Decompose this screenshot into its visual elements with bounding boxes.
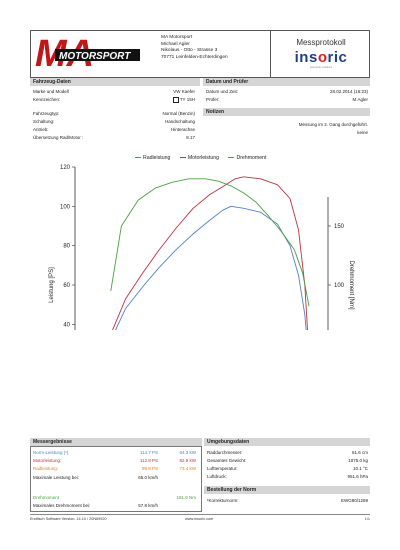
env-label: Raddurchmesser: [207,450,243,455]
vehicle-value: Handschaltung [164,119,195,124]
section-norm-title: Bestellung der Norm [204,486,370,494]
y-tick-label: 60 [63,283,70,289]
legend-item-drehmoment: Drehmoment [228,155,266,161]
footer-url: www.insoric.com [185,517,214,521]
plate-checkbox-icon [172,97,179,103]
env-label: Gesamtes Gewicht: [207,458,247,463]
vehicle-value: VW Kaefer [173,89,195,94]
date-label: Datum und Zeit: [206,89,239,94]
report-page: MA MOTORSPORT MA Motorsport Michael Agle… [30,30,370,525]
legend-swatch [228,157,235,159]
address-line: 70771 Leinfelden-Echterdingen [161,54,228,60]
vehicle-label: Übersetzung Rad/Motor : [33,135,84,140]
vehicle-label: Fahrzeugtyp: [33,111,60,116]
footer-page: 1/1 [364,517,370,521]
y-tick-label: 80 [63,244,70,250]
footer-divider [30,514,370,515]
result-value: 73.4 kW [179,466,196,471]
vehicle-value: TY 15H [172,97,195,103]
result-value: 112.8 PS [139,458,158,463]
section-notizen-title: Notizen [203,108,370,116]
y2-tick-label: 100 [334,283,345,289]
address-line: Nikolaus - Otto - Strasse 3 [161,48,218,54]
result-value: 82.9 kW [179,458,196,463]
y-tick-label: 120 [60,165,71,171]
section-datum-title: Datum und Prüfer [203,78,370,86]
section-fahrzeug-title: Fahrzeug-Daten [30,78,200,86]
chart-legend: Radleistung Motorleistung Drehmoment [135,155,274,161]
result-label-norm: Norm-Leistung (¹): [33,450,70,455]
result-value: 84.3 kW [179,450,196,455]
y-axis-title: Leistung [PS] [49,267,55,303]
result-value: 99.8 PS [141,466,158,471]
env-value: 1075.0 kg [348,458,368,463]
brand-subtitle: powertrain solutions [309,66,333,69]
vehicle-value: Normal (Benzin) [162,111,195,116]
address-line: MA Motorsport [161,35,193,40]
notes-text: keine [357,130,368,135]
series-line-motorleistung [112,176,308,330]
norm-value: EWG80/1269 [340,498,368,503]
series-line-radleistung [115,205,307,330]
address-line: Michael Agler [161,41,190,47]
vehicle-value: Hinterachse [170,127,195,132]
y-tick-label: 40 [63,322,70,328]
vehicle-label: Antrieb: [33,127,49,132]
section-messergebnisse-title: Messergebnisse [30,438,202,446]
result-label-maxtorque: Maximales Drehmoment bei: [33,503,91,508]
env-value: 951.6 hPa [347,474,368,479]
inspector-value: M.Agler [352,97,368,102]
legend-swatch [135,157,141,159]
result-label-torque: Drehmoment [33,495,60,500]
footer-software: Endfisch Software Version: 14.10 / 20N69… [30,517,107,521]
result-value: 181.5 Nm [176,495,196,500]
section-umgebung-title: Umgebungsdaten [204,438,370,446]
legend-item-motorleistung: Motorleistung [179,155,219,161]
results-box [30,446,202,512]
notes-text: Messung im 2. Gang durchgeführt. [298,122,368,127]
y2-tick-label: 150 [334,224,345,230]
protocol-title-box: Messprotokoll insoric powertrain solutio… [270,31,371,79]
y2-axis-title: Drehmoment [Nm] [348,260,354,309]
result-value: 65.0 km/h [138,475,158,480]
company-logo: MA MOTORSPORT [33,34,143,74]
y-tick-label: 100 [60,204,71,210]
vehicle-label: Schaltung: [33,119,55,124]
vehicle-value: 8.17 [186,135,195,140]
norm-label: ¹Korrekturnorm: [207,498,239,503]
result-label-maxpower: Maximale Leistung bei: [33,475,80,480]
date-value: 28.02.2014 (16:23) [329,89,368,94]
env-value: 61.6 cm [351,450,368,455]
env-label: Luftdruck: [207,474,227,479]
result-value: 57.8 km/h [138,503,158,508]
legend-swatch [179,157,186,159]
company-address: MA Motorsport Michael Agler Nikolaus - O… [161,35,228,61]
inspector-label: Prüfer: [206,97,220,102]
logo-sub-text: MOTORSPORT [59,51,131,62]
vehicle-label: Kennzeichen: [33,97,61,102]
result-label-rad: Radleistung: [33,466,59,471]
logo-graphic: MA MOTORSPORT [33,34,141,74]
report-header: MA MOTORSPORT MA Motorsport Michael Agle… [30,30,371,79]
protocol-title: Messprotokoll [296,38,346,47]
env-value: 10.1 °C [352,466,368,471]
legend-item-radleistung: Radleistung [135,155,170,161]
brand-logo: insoric [294,49,348,66]
power-chart: 02040608010012005010015030405060708090Ge… [49,165,354,330]
result-value: 114.7 PS [139,450,158,455]
env-label: Lufttemperatur: [207,466,238,471]
vehicle-label: Marke und Modell [33,89,69,94]
result-label-motor: Motorleistung: [33,458,62,463]
series-line-drehmoment [110,178,310,307]
